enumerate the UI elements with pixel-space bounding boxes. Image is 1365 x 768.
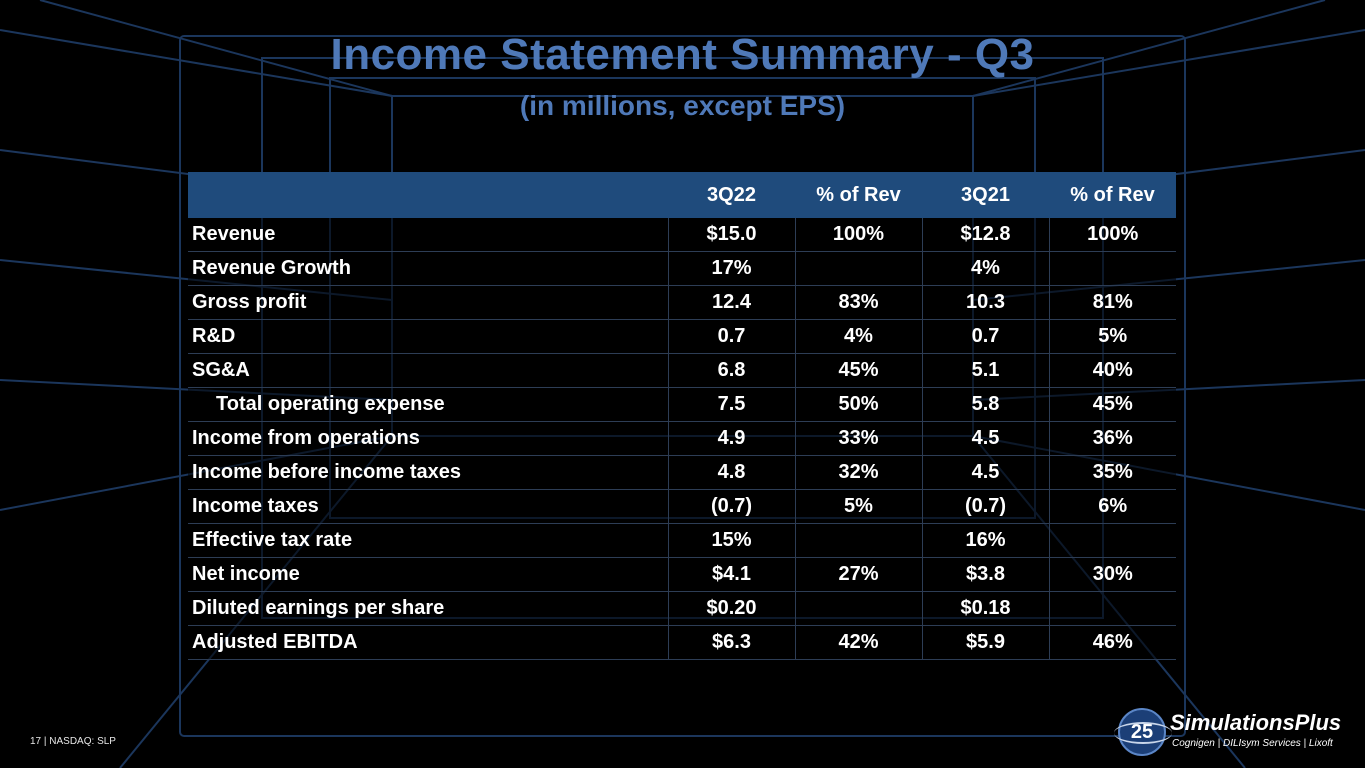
- pct-rev-3q21-cell: 46%: [1048, 625, 1176, 660]
- value-3q21-cell: $0.18: [921, 591, 1049, 626]
- logo-subline: Cognigen | DILIsym Services | Lixoft: [1172, 738, 1333, 749]
- table-row: SG&A 6.8 45% 5.1 40%: [188, 353, 1176, 388]
- row-label: Revenue Growth: [188, 251, 668, 286]
- table-row: Income from operations 4.9 33% 4.5 36%: [188, 421, 1176, 456]
- pct-rev-3q21-cell: 35%: [1048, 455, 1176, 490]
- pct-rev-3q21-cell: 5%: [1048, 319, 1176, 354]
- pct-rev-3q21-cell: 6%: [1048, 489, 1176, 524]
- table-row: Income before income taxes 4.8 32% 4.5 35%: [188, 455, 1176, 490]
- pct-rev-3q21-cell: 40%: [1048, 353, 1176, 388]
- row-label: Total operating expense: [188, 387, 668, 422]
- table-row: Diluted earnings per share $0.20 $0.18: [188, 591, 1176, 626]
- value-3q21-cell: $5.9: [921, 625, 1049, 660]
- table-row: Total operating expense 7.5 50% 5.8 45%: [188, 387, 1176, 422]
- table-row: Net income $4.1 27% $3.8 30%: [188, 557, 1176, 592]
- pct-rev-3q22-cell: 4%: [794, 319, 922, 354]
- value-3q22-cell: (0.7): [667, 489, 795, 524]
- anniversary-badge-icon: 25: [1114, 708, 1172, 756]
- header-cell-label: [188, 172, 668, 218]
- value-3q21-cell: 0.7: [921, 319, 1049, 354]
- header-cell-3q21: 3Q21: [922, 172, 1049, 218]
- table-row: Revenue $15.0 100% $12.8 100%: [188, 218, 1176, 252]
- row-label: Gross profit: [188, 285, 668, 320]
- row-label: Net income: [188, 557, 668, 592]
- value-3q21-cell: 4%: [921, 251, 1049, 286]
- slide-title: Income Statement Summary - Q3: [330, 30, 1035, 79]
- row-label: Diluted earnings per share: [188, 591, 668, 626]
- table-body: Revenue $15.0 100% $12.8 100% Revenue Growth 1…: [188, 218, 1176, 660]
- header-cell-pct-rev-3q21: % of Rev: [1049, 172, 1176, 218]
- table-header-row: 3Q22 % of Rev 3Q21 % of Rev: [188, 172, 1176, 218]
- table-row: Income taxes (0.7) 5% (0.7) 6%: [188, 489, 1176, 524]
- value-3q21-cell: 4.5: [921, 421, 1049, 456]
- value-3q21-cell: 4.5: [921, 455, 1049, 490]
- pct-rev-3q22-cell: 32%: [794, 455, 922, 490]
- slide-footer: 17 | NASDAQ: SLP: [30, 736, 116, 747]
- value-3q22-cell: 6.8: [667, 353, 795, 388]
- pct-rev-3q22-cell: [794, 251, 922, 286]
- pct-rev-3q22-cell: 45%: [794, 353, 922, 388]
- value-3q22-cell: 7.5: [667, 387, 795, 422]
- table-row: Revenue Growth 17% 4%: [188, 251, 1176, 286]
- pct-rev-3q22-cell: [794, 591, 922, 626]
- row-label: SG&A: [188, 353, 668, 388]
- pct-rev-3q22-cell: 100%: [794, 218, 922, 252]
- value-3q22-cell: $0.20: [667, 591, 795, 626]
- row-label: Income taxes: [188, 489, 668, 524]
- table-row: Gross profit 12.4 83% 10.3 81%: [188, 285, 1176, 320]
- value-3q21-cell: $12.8: [921, 218, 1049, 252]
- row-label: Income before income taxes: [188, 455, 668, 490]
- value-3q21-cell: 10.3: [921, 285, 1049, 320]
- value-3q22-cell: 17%: [667, 251, 795, 286]
- table-row: Adjusted EBITDA $6.3 42% $5.9 46%: [188, 625, 1176, 660]
- row-label: Income from operations: [188, 421, 668, 456]
- income-statement-table: 3Q22 % of Rev 3Q21 % of Rev Revenue $15.0…: [188, 172, 1176, 660]
- value-3q21-cell: 5.8: [921, 387, 1049, 422]
- value-3q22-cell: 4.9: [667, 421, 795, 456]
- value-3q21-cell: $3.8: [921, 557, 1049, 592]
- pct-rev-3q22-cell: 33%: [794, 421, 922, 456]
- slide-subtitle: (in millions, except EPS): [519, 90, 846, 121]
- pct-rev-3q22-cell: 27%: [794, 557, 922, 592]
- value-3q22-cell: $15.0: [667, 218, 795, 252]
- row-label: R&D: [188, 319, 668, 354]
- pct-rev-3q22-cell: 42%: [794, 625, 922, 660]
- value-3q22-cell: 15%: [667, 523, 795, 558]
- pct-rev-3q21-cell: 45%: [1048, 387, 1176, 422]
- value-3q21-cell: 16%: [921, 523, 1049, 558]
- table-row: Effective tax rate 15% 16%: [188, 523, 1176, 558]
- row-label: Adjusted EBITDA: [188, 625, 668, 660]
- value-3q22-cell: $4.1: [667, 557, 795, 592]
- value-3q22-cell: 12.4: [667, 285, 795, 320]
- row-label: Effective tax rate: [188, 523, 668, 558]
- value-3q22-cell: $6.3: [667, 625, 795, 660]
- logo-wordmark: SimulationsPlus: [1170, 710, 1342, 735]
- pct-rev-3q21-cell: [1048, 523, 1176, 558]
- pct-rev-3q22-cell: 83%: [794, 285, 922, 320]
- value-3q21-cell: (0.7): [921, 489, 1049, 524]
- company-logo: 25 SimulationsPlus Cognigen | DILIsym Se…: [1112, 706, 1347, 756]
- header-cell-pct-rev-3q22: % of Rev: [795, 172, 922, 218]
- pct-rev-3q21-cell: 81%: [1048, 285, 1176, 320]
- pct-rev-3q21-cell: [1048, 251, 1176, 286]
- pct-rev-3q22-cell: 50%: [794, 387, 922, 422]
- table-row: R&D 0.7 4% 0.7 5%: [188, 319, 1176, 354]
- pct-rev-3q21-cell: [1048, 591, 1176, 626]
- pct-rev-3q21-cell: 100%: [1048, 218, 1176, 252]
- pct-rev-3q22-cell: [794, 523, 922, 558]
- pct-rev-3q21-cell: 36%: [1048, 421, 1176, 456]
- header-cell-3q22: 3Q22: [668, 172, 795, 218]
- pct-rev-3q21-cell: 30%: [1048, 557, 1176, 592]
- row-label: Revenue: [188, 218, 668, 252]
- value-3q22-cell: 0.7: [667, 319, 795, 354]
- value-3q21-cell: 5.1: [921, 353, 1049, 388]
- value-3q22-cell: 4.8: [667, 455, 795, 490]
- pct-rev-3q22-cell: 5%: [794, 489, 922, 524]
